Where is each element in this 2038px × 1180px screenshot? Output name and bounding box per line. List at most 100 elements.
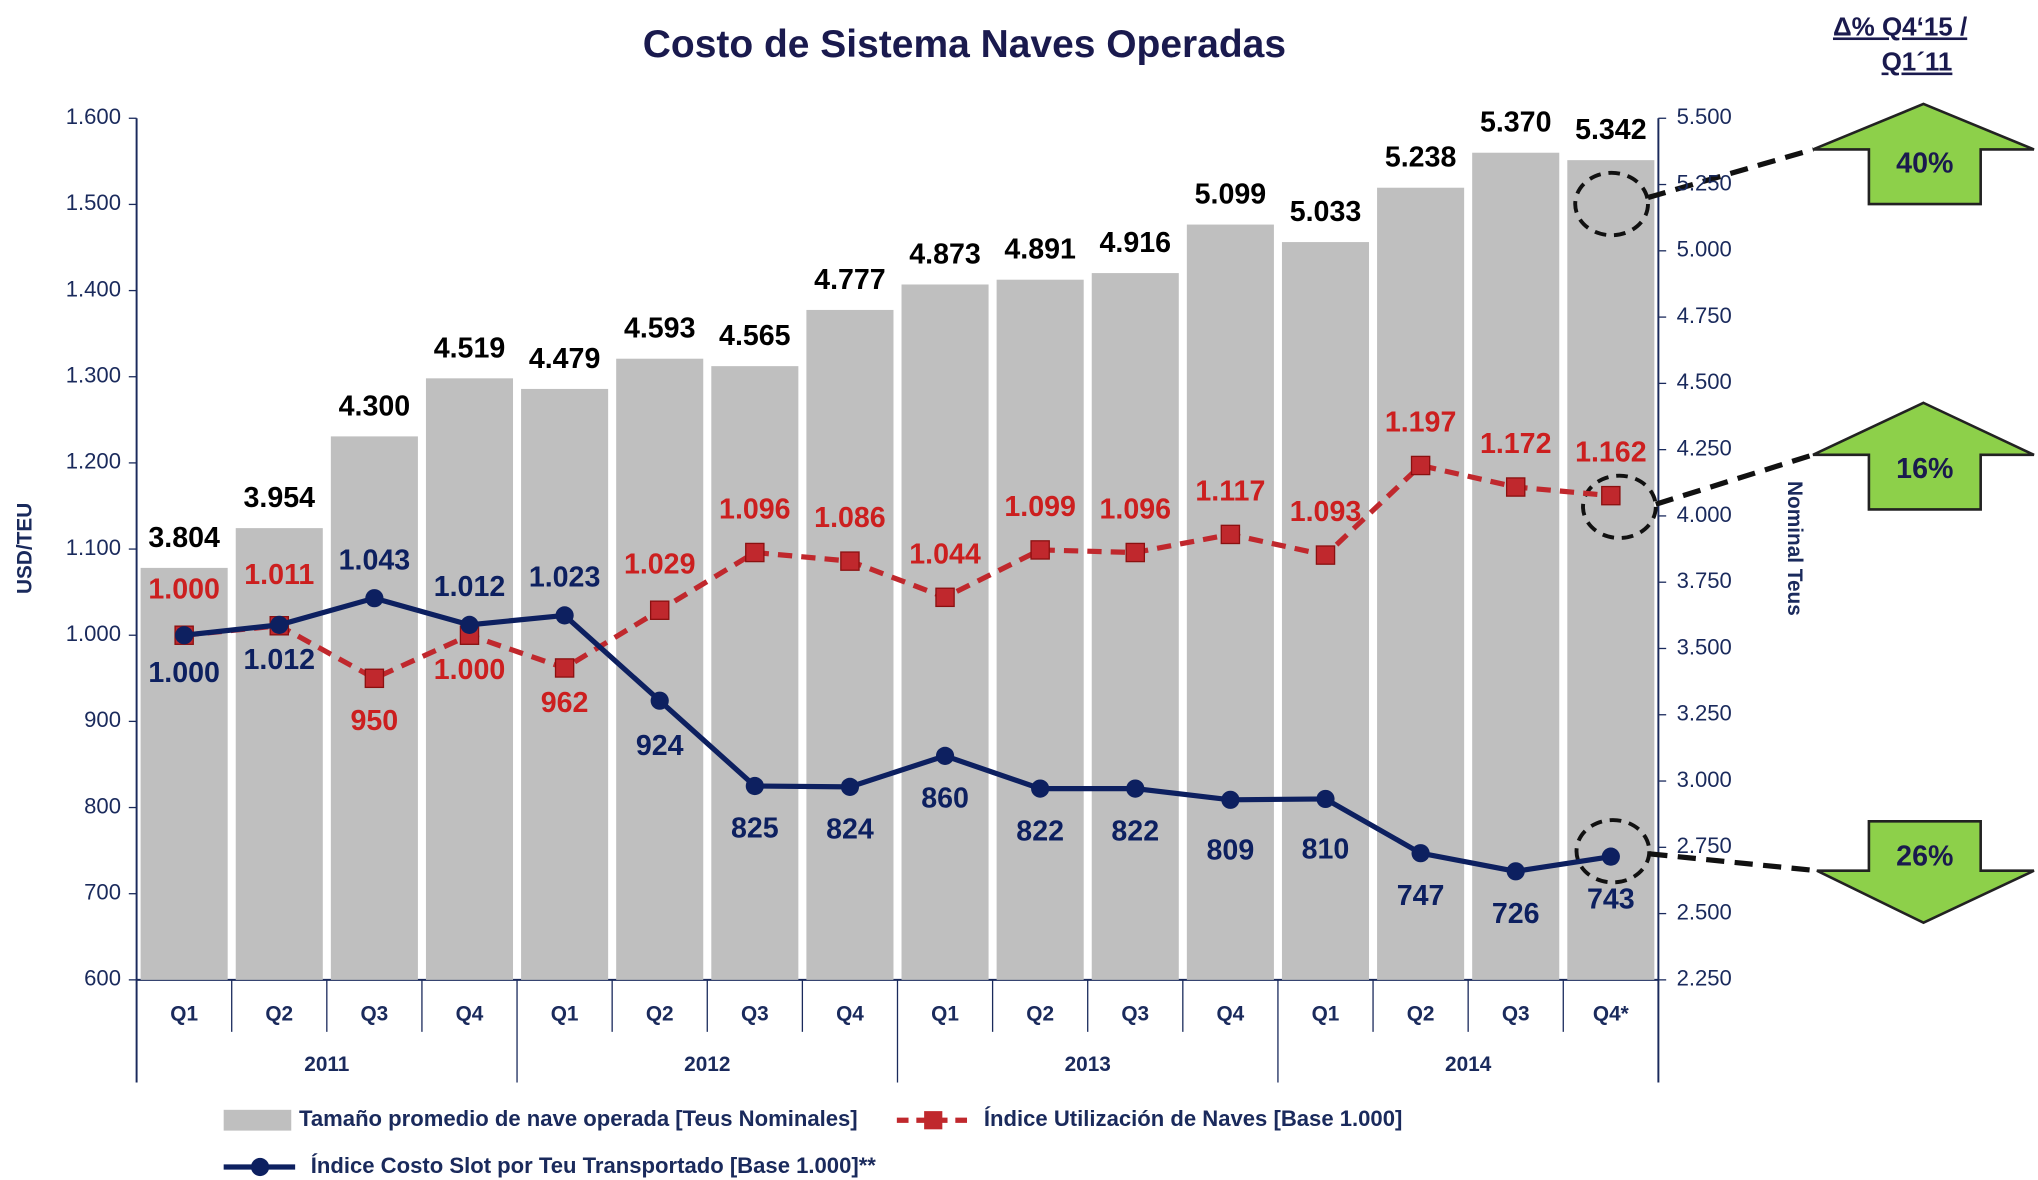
legend-label: Índice Utilización de Naves [Base 1.000] xyxy=(984,1106,1402,1131)
point-value-label: 1.096 xyxy=(1100,493,1172,525)
legend-label: Tamaño promedio de nave operada [Teus No… xyxy=(299,1106,858,1131)
point-value-label: 1.000 xyxy=(434,654,506,686)
x-tick-label: Q4 xyxy=(836,1002,864,1025)
year-label: 2011 xyxy=(304,1053,349,1076)
legend-swatch xyxy=(223,1109,292,1131)
point-value-label: 1.012 xyxy=(434,571,506,603)
marker xyxy=(1601,847,1620,866)
year-label: 2013 xyxy=(1065,1053,1111,1076)
y-axis-label: USD/TEU xyxy=(14,503,37,594)
bar xyxy=(901,284,989,980)
marker xyxy=(365,589,384,608)
marker xyxy=(1315,545,1336,565)
bar-value-label: 5.099 xyxy=(1195,179,1267,211)
bar xyxy=(1567,160,1655,980)
bar-value-label: 3.804 xyxy=(148,522,220,554)
connector xyxy=(1647,146,1814,201)
point-value-label: 726 xyxy=(1492,898,1540,930)
y2-tick-label: 3.500 xyxy=(1677,634,1732,659)
annotation-header: Δ% Q4‘15 / xyxy=(1833,11,1967,41)
point-value-label: 860 xyxy=(921,783,969,815)
marker xyxy=(1601,485,1621,506)
y2-tick-label: 2.750 xyxy=(1677,833,1732,858)
bar-value-label: 4.519 xyxy=(434,332,506,364)
bar-value-label: 4.593 xyxy=(624,313,696,345)
y2-tick-label: 3.000 xyxy=(1677,767,1732,792)
up-arrow xyxy=(1812,102,2035,206)
highlight-circle xyxy=(1573,170,1650,238)
bar xyxy=(996,279,1084,980)
point-value-label: 1.000 xyxy=(148,574,220,606)
x-tick-label: Q4 xyxy=(1217,1002,1245,1025)
y-tick-label: 600 xyxy=(84,966,121,991)
point-value-label: 1.099 xyxy=(1004,491,1076,523)
marker xyxy=(1126,779,1145,798)
marker xyxy=(1410,455,1431,476)
arrows xyxy=(1573,102,2035,925)
x-tick-label: Q4 xyxy=(456,1002,484,1025)
bar-value-label: 5.238 xyxy=(1385,142,1457,174)
marker xyxy=(1506,862,1525,881)
x-tick-label: Q3 xyxy=(1502,1002,1530,1025)
point-value-label: 743 xyxy=(1587,883,1635,915)
marker xyxy=(1411,844,1430,863)
bar-value-label: 4.777 xyxy=(814,264,886,296)
marker xyxy=(175,626,194,645)
marker xyxy=(555,606,574,625)
x-tick-label: Q3 xyxy=(361,1002,389,1025)
line xyxy=(183,595,1612,874)
bar-value-label: 3.954 xyxy=(244,482,316,514)
y2-tick-label: 5.250 xyxy=(1677,170,1732,195)
x-tick-label: Q1 xyxy=(170,1002,198,1025)
y-tick-label: 1.400 xyxy=(66,276,121,301)
year-label: 2014 xyxy=(1445,1053,1492,1076)
point-value-label: 1.012 xyxy=(244,644,316,676)
x-tick-label: Q2 xyxy=(1407,1002,1435,1025)
x-tick-label: Q1 xyxy=(1312,1002,1340,1025)
down-arrow xyxy=(1816,820,2035,925)
bar-value-label: 5.342 xyxy=(1575,114,1647,146)
point-value-label: 1.197 xyxy=(1385,406,1457,438)
legend-marker xyxy=(250,1157,270,1177)
y-tick-label: 900 xyxy=(84,707,121,732)
point-value-label: 1.096 xyxy=(719,493,791,525)
year-label: 2012 xyxy=(684,1053,730,1076)
marker xyxy=(460,615,479,634)
y-tick-label: 700 xyxy=(84,880,121,905)
point-value-label: 1.093 xyxy=(1290,496,1362,528)
marker xyxy=(1221,790,1240,809)
x-tick-label: Q2 xyxy=(1026,1002,1054,1025)
marker xyxy=(1316,789,1335,809)
y2-tick-label: 5.000 xyxy=(1677,237,1732,262)
marker xyxy=(270,615,289,634)
x-tick-label: Q1 xyxy=(931,1002,959,1025)
bar xyxy=(425,378,514,980)
point-value-label: 1.086 xyxy=(814,502,886,534)
chart-title: Costo de Sistema Naves Operadas xyxy=(643,23,1286,66)
point-value-label: 1.043 xyxy=(339,544,411,576)
bar-value-label: 4.565 xyxy=(719,320,791,352)
point-value-label: 1.044 xyxy=(909,538,981,570)
marker xyxy=(935,746,955,765)
y2-tick-label: 2.500 xyxy=(1677,899,1732,924)
marker xyxy=(554,658,575,678)
point-value-label: 1.029 xyxy=(624,549,696,581)
y-tick-label: 1.300 xyxy=(66,363,121,388)
point-value-label: 1.172 xyxy=(1480,428,1552,460)
annotation: 40% xyxy=(1896,148,1953,180)
y2-tick-label: 3.250 xyxy=(1677,701,1732,726)
marker xyxy=(650,691,669,710)
highlight-circle xyxy=(1581,473,1658,540)
bar xyxy=(806,309,894,980)
bar xyxy=(330,436,418,980)
y-tick-label: 1.500 xyxy=(66,190,121,215)
point-value-label: 1.162 xyxy=(1575,437,1647,469)
bar xyxy=(1091,273,1179,980)
y2-tick-label: 5.500 xyxy=(1677,104,1732,129)
y2-tick-label: 4.500 xyxy=(1677,369,1732,394)
x-tick-label: Q2 xyxy=(265,1002,293,1025)
point-value-label: 825 xyxy=(731,813,779,845)
bar xyxy=(521,388,609,980)
marker xyxy=(935,587,955,608)
marker xyxy=(1220,524,1241,545)
